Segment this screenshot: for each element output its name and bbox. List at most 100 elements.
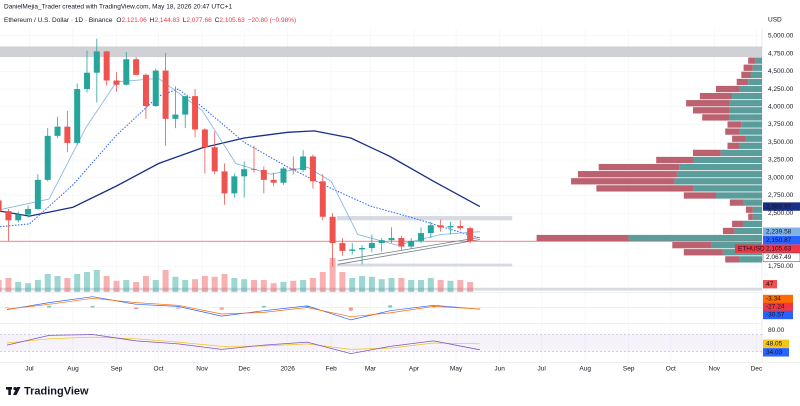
volume-bar [251, 280, 257, 292]
volume-bar [408, 280, 415, 292]
volume-bar [398, 278, 405, 292]
x-tick-label: Apr [409, 366, 420, 373]
profile-up [743, 220, 762, 228]
price-label-box [763, 227, 800, 236]
volume-bar [447, 280, 454, 292]
volume-bar [162, 270, 169, 292]
histogram-bar [219, 307, 224, 310]
profile-down [686, 100, 730, 107]
histogram-bar [388, 305, 393, 308]
profile-down [702, 114, 730, 121]
candles [0, 38, 474, 267]
y-tick-label: 4,500.00 [768, 68, 794, 75]
zone [336, 216, 513, 221]
zone [336, 263, 513, 267]
profile-down [596, 185, 693, 192]
profile-down [536, 234, 629, 242]
volume-bar [280, 282, 287, 292]
histogram-bar [176, 307, 181, 309]
candle-body [211, 147, 218, 172]
moving-average [0, 130, 481, 217]
volume-bar [309, 278, 316, 292]
macd-label: -3.34 [766, 296, 781, 303]
candle-body [447, 226, 454, 228]
profile-down [732, 220, 744, 228]
volume-bar [54, 276, 61, 292]
volume-bar [25, 283, 32, 292]
profile-up [732, 92, 762, 100]
ohlc-value: 2,105.63 [219, 17, 245, 24]
profile-down [743, 64, 753, 71]
price-label-box [763, 236, 800, 245]
zone [0, 46, 762, 58]
candle-body [152, 70, 159, 107]
y-tick-label: 1,750.00 [768, 263, 794, 270]
candle-body [300, 156, 307, 170]
rsi-label-box [763, 348, 789, 357]
profile-up [720, 149, 762, 157]
price-label-box [763, 202, 800, 211]
ohlc-key: L [183, 17, 187, 24]
moving-average [0, 77, 480, 246]
candle-body [260, 169, 267, 180]
candle-body [123, 59, 130, 85]
volume-bar [221, 274, 228, 292]
x-tick-label: Nov [709, 366, 721, 373]
candle-body [359, 248, 366, 250]
volume-bar [437, 280, 444, 292]
x-tick-label: Mar [365, 366, 377, 373]
volume-bar [113, 280, 120, 292]
candle-body [467, 228, 474, 242]
profile-down [722, 227, 735, 235]
candle-body [201, 129, 208, 148]
profile-up [739, 256, 762, 263]
profile-up [743, 199, 762, 206]
profile-up [734, 227, 762, 235]
volume-bar [142, 276, 149, 292]
volume-bar [172, 276, 179, 292]
volume-bar [44, 274, 51, 292]
candle-body [329, 216, 336, 244]
profile-down [745, 206, 753, 213]
x-tick-label: Sep [623, 366, 635, 373]
histogram-bar [134, 307, 139, 310]
volume-bar [417, 280, 424, 292]
x-tick-label: Nov [196, 366, 208, 373]
profile-up [739, 85, 762, 93]
candle-body [349, 249, 356, 251]
volume-bar [290, 280, 297, 292]
profile-up [628, 234, 762, 242]
candle-body [25, 208, 32, 215]
x-tick-label: Sep [111, 366, 123, 373]
y-tick-label: 3,250.00 [768, 157, 794, 164]
candle-body [378, 240, 385, 244]
y-tick-label: 4,750.00 [768, 50, 794, 57]
volume-bar [231, 278, 238, 292]
x-tick-label: Dec [238, 366, 250, 373]
histogram-bar [348, 307, 353, 311]
volume-bar [123, 280, 130, 292]
profile-down [741, 71, 751, 78]
candle-body [0, 200, 2, 212]
candle-body [417, 233, 424, 241]
macd-label-box [763, 302, 793, 312]
profile-up [752, 64, 762, 71]
candle-body [5, 211, 12, 221]
candle-body [231, 176, 238, 194]
profile-down [727, 142, 739, 149]
volume-bar [93, 270, 100, 292]
x-tick-label: Jun [494, 366, 505, 373]
zone [0, 287, 762, 291]
candle-body [34, 179, 41, 209]
candle-body [84, 72, 91, 90]
volume-bar [211, 276, 218, 292]
candle-body [162, 70, 169, 119]
rsi-tick-label: 80.00 [768, 327, 785, 334]
profile-down [725, 256, 739, 263]
profile-down [727, 121, 742, 128]
profile-down [748, 213, 753, 220]
